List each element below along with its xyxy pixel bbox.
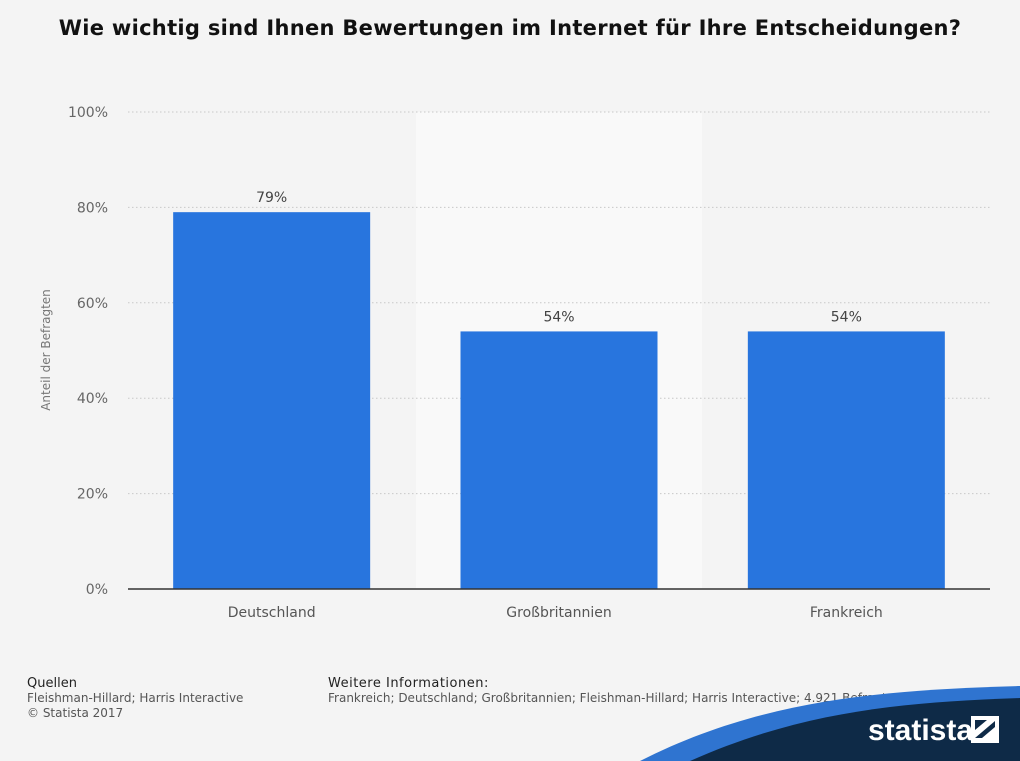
y-tick-label: 40% xyxy=(77,391,108,407)
y-tick-label: 0% xyxy=(86,582,108,598)
y-tick-label: 80% xyxy=(77,200,108,216)
sources-line: Fleishman-Hillard; Harris Interactive xyxy=(27,691,244,705)
copyright-line: © Statista 2017 xyxy=(27,706,124,720)
y-tick-label: 100% xyxy=(68,105,108,121)
sources-heading: Quellen xyxy=(27,676,77,691)
more-info-heading: Weitere Informationen: xyxy=(328,676,489,691)
x-tick-label: Großbritannien xyxy=(506,605,611,621)
bar xyxy=(460,331,658,589)
bars xyxy=(173,212,945,590)
sources-block: Quellen Fleishman-Hillard; Harris Intera… xyxy=(27,676,243,721)
x-axis-tick-labels: Deutschland Großbritannien Frankreich xyxy=(228,605,883,621)
bar-chart: 0%20%40%60%80%100% Anteil der Befragten … xyxy=(39,105,990,621)
brand-swoosh-dark xyxy=(690,698,1020,761)
x-tick-label: Deutschland xyxy=(228,605,316,621)
y-axis-tick-labels: 0% 20% 40% 60% 80% 100% xyxy=(68,105,108,598)
value-labels: 79% 54% 54% xyxy=(256,190,862,325)
y-tick-label: 20% xyxy=(77,487,108,503)
bar-value-label: 79% xyxy=(256,190,287,206)
y-axis-label: Anteil der Befragten xyxy=(39,289,53,411)
x-tick-label: Frankreich xyxy=(810,605,883,621)
y-tick-label: 60% xyxy=(77,296,108,312)
more-info-block: Weitere Informationen: Frankreich; Deuts… xyxy=(328,676,888,706)
bar-value-label: 54% xyxy=(543,309,574,325)
statista-logo-icon xyxy=(971,716,999,743)
bar xyxy=(173,212,371,590)
more-info-text: Frankreich; Deutschland; Großbritannien;… xyxy=(328,691,888,705)
brand-name: statista xyxy=(868,714,973,747)
chart-title: Wie wichtig sind Ihnen Bewertungen im In… xyxy=(58,16,962,40)
bar xyxy=(747,331,945,589)
bar-value-label: 54% xyxy=(831,309,862,325)
